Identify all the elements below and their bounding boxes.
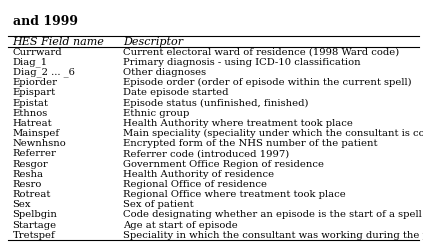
Text: Current electoral ward of residence (1998 Ward code): Current electoral ward of residence (199…: [124, 48, 400, 57]
Text: Currward: Currward: [13, 48, 62, 57]
Text: Speciality in which the consultant was working during the period of care: Speciality in which the consultant was w…: [124, 231, 423, 240]
Text: Spelbgin: Spelbgin: [13, 210, 58, 220]
Text: Sex: Sex: [13, 200, 31, 209]
Text: Main speciality (speciality under which the consultant is contracted): Main speciality (speciality under which …: [124, 129, 423, 138]
Text: Primary diagnosis - using ICD-10 classification: Primary diagnosis - using ICD-10 classif…: [124, 58, 361, 67]
Text: Regional Office of residence: Regional Office of residence: [124, 180, 267, 189]
Text: Age at start of episode: Age at start of episode: [124, 221, 238, 230]
Text: HES Field name: HES Field name: [13, 37, 104, 47]
Text: Epispart: Epispart: [13, 88, 56, 98]
Text: Episode status (unfinished, finished): Episode status (unfinished, finished): [124, 98, 309, 108]
Text: Government Office Region of residence: Government Office Region of residence: [124, 160, 324, 168]
Text: Descriptor: Descriptor: [124, 37, 184, 47]
Text: Tretspef: Tretspef: [13, 231, 55, 240]
Text: Ethnic group: Ethnic group: [124, 109, 190, 118]
Text: Other diagnoses: Other diagnoses: [124, 68, 206, 77]
Text: Resro: Resro: [13, 180, 42, 189]
Text: Diag_1: Diag_1: [13, 58, 48, 67]
Text: Resgor: Resgor: [13, 160, 48, 168]
Text: Sex of patient: Sex of patient: [124, 200, 194, 209]
Text: Encrypted form of the NHS number of the patient: Encrypted form of the NHS number of the …: [124, 139, 378, 148]
Text: Health Authority of residence: Health Authority of residence: [124, 170, 275, 179]
Text: Referrer code (introduced 1997): Referrer code (introduced 1997): [124, 150, 290, 158]
Text: Date episode started: Date episode started: [124, 88, 229, 98]
Text: Epistat: Epistat: [13, 98, 49, 108]
Text: Startage: Startage: [13, 221, 57, 230]
Text: Resha: Resha: [13, 170, 44, 179]
Text: Newnhsno: Newnhsno: [13, 139, 66, 148]
Text: Mainspef: Mainspef: [13, 129, 60, 138]
Text: Diag_2 ... _6: Diag_2 ... _6: [13, 68, 74, 78]
Text: and 1999: and 1999: [13, 15, 77, 28]
Text: Hatreat: Hatreat: [13, 119, 52, 128]
Text: Health Authority where treatment took place: Health Authority where treatment took pl…: [124, 119, 353, 128]
Text: Episode order (order of episode within the current spell): Episode order (order of episode within t…: [124, 78, 412, 87]
Text: Epiorder: Epiorder: [13, 78, 58, 87]
Text: Referrer: Referrer: [13, 150, 56, 158]
Text: Ethnos: Ethnos: [13, 109, 48, 118]
Text: Regional Office where treatment took place: Regional Office where treatment took pla…: [124, 190, 346, 199]
Text: Rotreat: Rotreat: [13, 190, 51, 199]
Text: Code designating whether an episode is the start of a spell or not: Code designating whether an episode is t…: [124, 210, 423, 220]
